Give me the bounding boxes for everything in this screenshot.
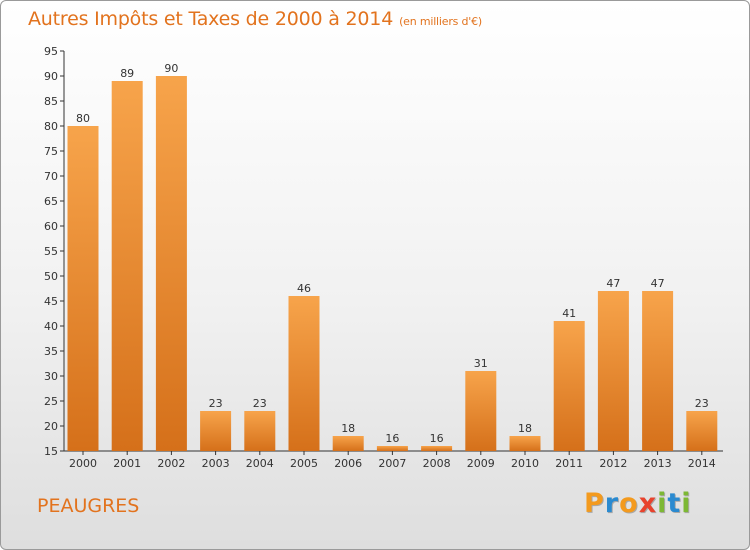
x-tick-label: 2001 xyxy=(113,457,141,470)
logo-letter: o xyxy=(619,488,639,519)
proxiti-logo: Proxiti xyxy=(584,488,692,519)
x-tick-label: 2000 xyxy=(69,457,97,470)
y-tick-label: 70 xyxy=(44,170,58,183)
y-tick-label: 90 xyxy=(44,70,58,83)
x-tick-label: 2014 xyxy=(688,457,716,470)
logo-letter: t xyxy=(667,488,682,519)
bar xyxy=(332,436,364,451)
chart-title-text: Autres Impôts et Taxes de 2000 à 2014 xyxy=(28,8,394,30)
data-label: 31 xyxy=(474,357,488,370)
bar xyxy=(288,296,320,451)
data-label: 46 xyxy=(297,282,311,295)
data-label: 47 xyxy=(606,277,620,290)
data-labels: 80 89 90 23 23 46 18 16 16 31 18 41 47 47 23 xyxy=(76,62,709,445)
bars xyxy=(67,76,718,451)
bar xyxy=(244,411,276,451)
bar xyxy=(111,81,143,451)
x-tick-label: 2012 xyxy=(599,457,627,470)
y-tick-label: 15 xyxy=(44,445,58,458)
logo-letter: i xyxy=(657,488,668,519)
bar xyxy=(200,411,232,451)
x-tick-label: 2008 xyxy=(423,457,451,470)
logo-letter: x xyxy=(638,488,658,519)
x-axis: 2000 2001 2002 2003 2004 2005 2006 2007 2008 2009… xyxy=(64,450,723,470)
y-tick-label: 45 xyxy=(44,295,58,308)
bar xyxy=(553,321,585,451)
y-tick-label: 25 xyxy=(44,395,58,408)
bar xyxy=(509,436,541,451)
chart-title: Autres Impôts et Taxes de 2000 à 2014 (en… xyxy=(28,8,482,30)
y-tick-label: 30 xyxy=(44,370,58,383)
bar xyxy=(421,446,453,451)
bar xyxy=(465,371,497,451)
y-tick-label: 60 xyxy=(44,220,58,233)
data-label: 16 xyxy=(430,432,444,445)
bar xyxy=(155,76,187,451)
data-label: 23 xyxy=(253,397,267,410)
bar xyxy=(642,291,674,451)
x-tick-label: 2011 xyxy=(555,457,583,470)
bar xyxy=(376,446,408,451)
data-label: 16 xyxy=(385,432,399,445)
y-tick-label: 75 xyxy=(44,145,58,158)
data-label: 41 xyxy=(562,307,576,320)
data-label: 80 xyxy=(76,112,90,125)
y-tick-label: 50 xyxy=(44,270,58,283)
x-tick-label: 2003 xyxy=(202,457,230,470)
y-tick-label: 35 xyxy=(44,345,58,358)
logo-letter: P xyxy=(584,488,605,519)
y-tick-label: 65 xyxy=(44,195,58,208)
y-tick-label: 55 xyxy=(44,245,58,258)
x-tick-label: 2002 xyxy=(157,457,185,470)
logo-letter: i xyxy=(681,488,692,519)
y-tick-label: 80 xyxy=(44,120,58,133)
data-label: 47 xyxy=(651,277,665,290)
x-tick-label: 2006 xyxy=(334,457,362,470)
data-label: 90 xyxy=(164,62,178,75)
bar xyxy=(67,126,99,451)
y-tick-label: 85 xyxy=(44,95,58,108)
x-tick-label: 2007 xyxy=(378,457,406,470)
bar xyxy=(686,411,718,451)
data-label: 89 xyxy=(120,67,134,80)
data-label: 23 xyxy=(695,397,709,410)
y-axis: 15 20 25 30 35 40 45 50 55 60 65 70 75 80 85 90 95 xyxy=(44,45,65,458)
data-label: 23 xyxy=(209,397,223,410)
bar xyxy=(597,291,629,451)
data-label: 18 xyxy=(341,422,355,435)
x-tick-label: 2013 xyxy=(644,457,672,470)
y-tick-label: 95 xyxy=(44,45,58,58)
y-tick-label: 40 xyxy=(44,320,58,333)
x-tick-label: 2005 xyxy=(290,457,318,470)
x-tick-label: 2009 xyxy=(467,457,495,470)
logo-letter: r xyxy=(604,488,620,519)
y-tick-label: 20 xyxy=(44,420,58,433)
x-tick-label: 2010 xyxy=(511,457,539,470)
chart-unit: (en milliers d'€) xyxy=(399,15,482,28)
x-tick-label: 2004 xyxy=(246,457,274,470)
data-label: 18 xyxy=(518,422,532,435)
commune-name: PEAUGRES xyxy=(37,495,140,517)
